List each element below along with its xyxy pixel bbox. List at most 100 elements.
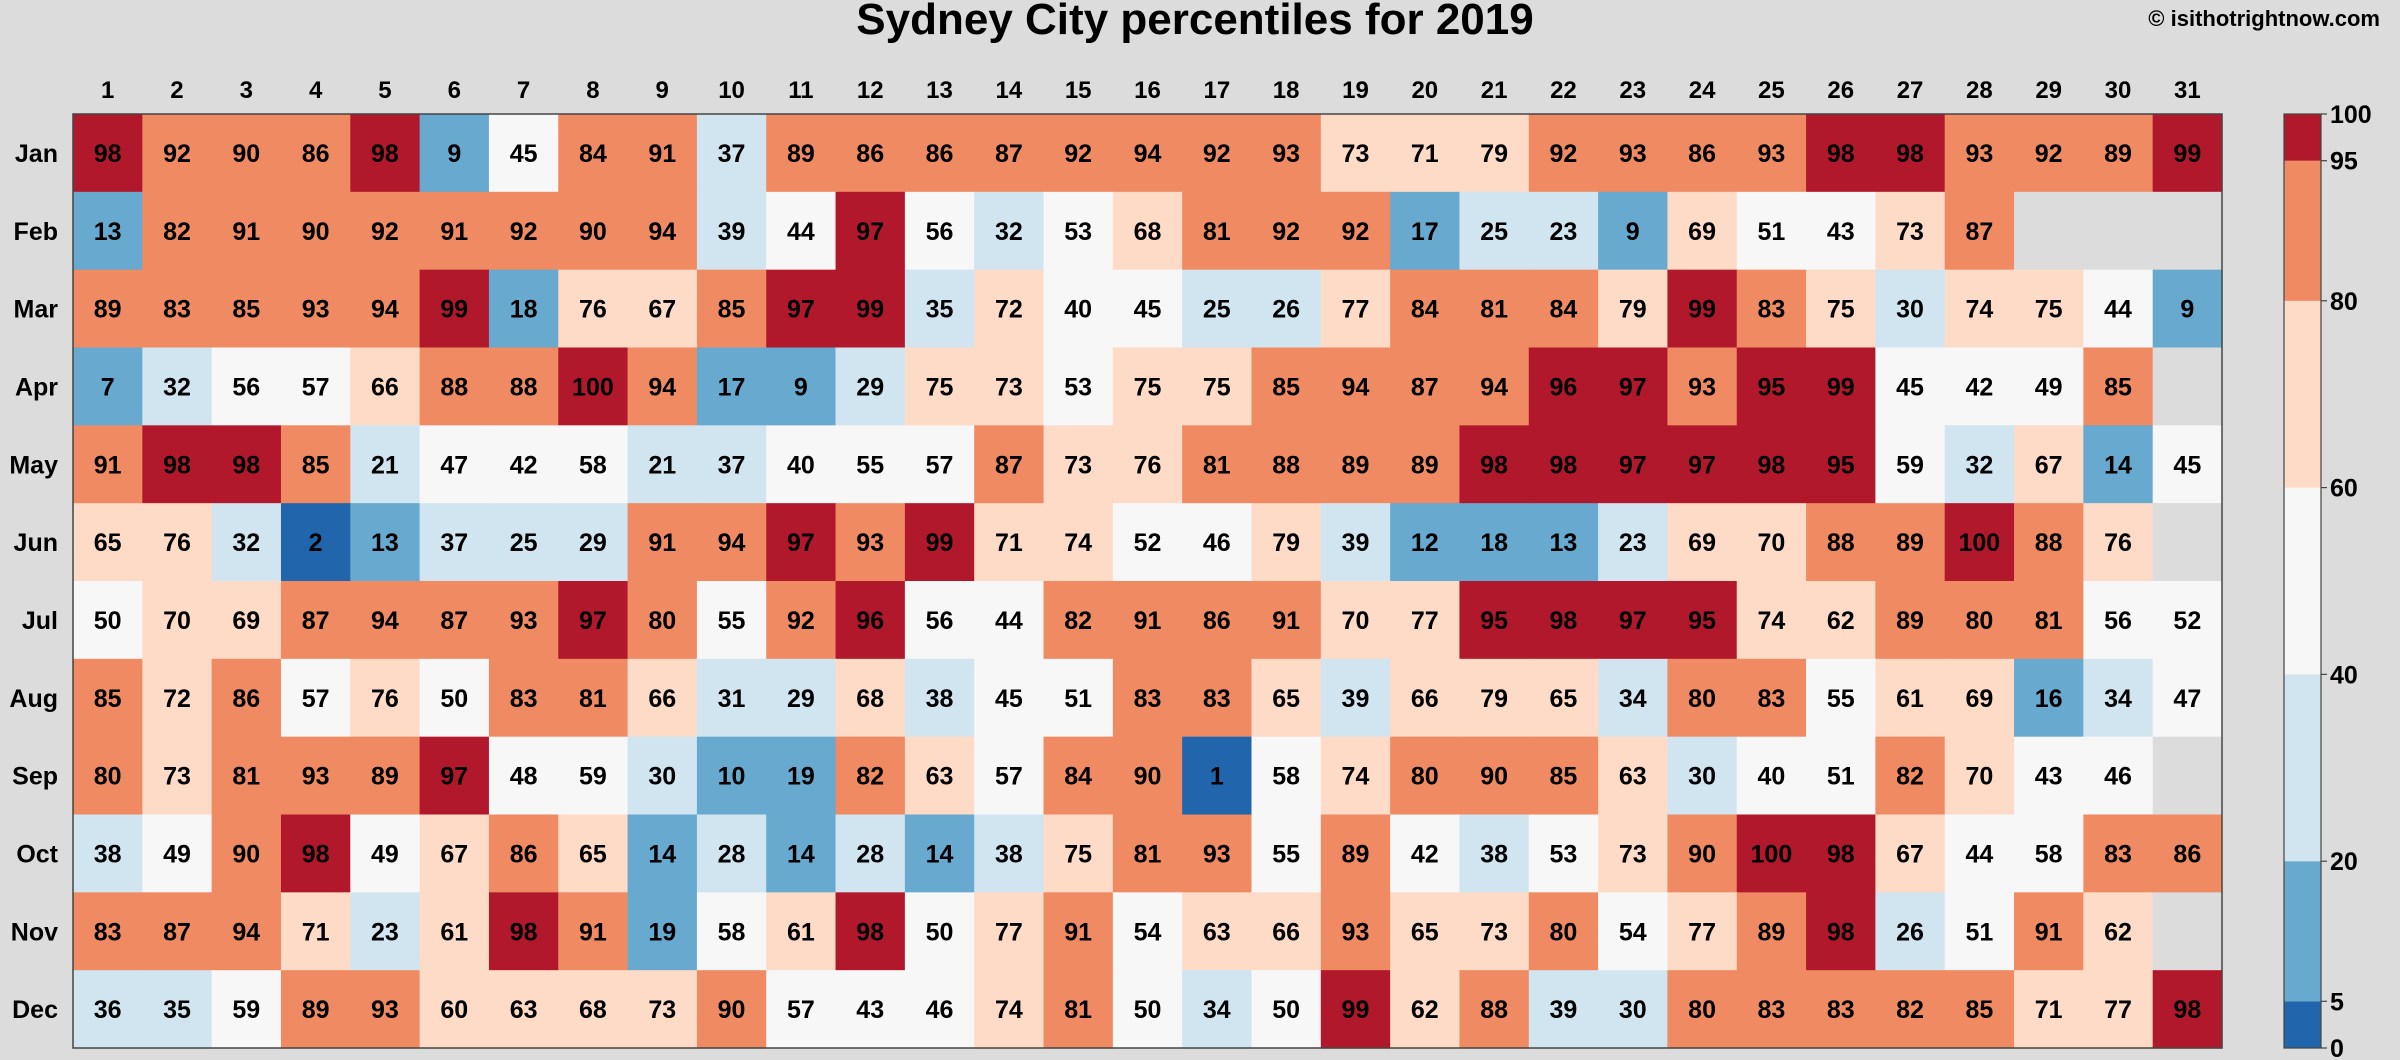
cell-value-label: 72 (163, 685, 191, 713)
cell-value-label: 40 (1064, 296, 1092, 324)
cell-value-label: 50 (94, 607, 122, 635)
heatmap-cell (1390, 736, 1461, 816)
heatmap-cell (1875, 503, 1946, 582)
heatmap-cell (2152, 736, 2223, 816)
cell-value-label: 83 (1134, 685, 1162, 713)
cell-value-label: 85 (232, 296, 260, 324)
cell-value-label: 61 (1896, 685, 1924, 713)
cell-value-label: 53 (1064, 373, 1092, 401)
cell-value-label: 60 (440, 996, 468, 1024)
cell-value-label: 93 (856, 529, 884, 557)
heatmap-cell (1390, 814, 1461, 893)
cell-value-label: 88 (2035, 529, 2063, 557)
cell-value-label: 54 (1619, 918, 1647, 946)
cell-value-label: 55 (1827, 685, 1855, 713)
heatmap-cell (2014, 736, 2084, 816)
heatmap-cell (488, 503, 559, 582)
heatmap-cell (1598, 347, 1669, 426)
heatmap-cell (350, 269, 421, 349)
heatmap-cell (73, 581, 143, 660)
heatmap-cell (2014, 892, 2084, 971)
column-label: 25 (1758, 77, 1785, 104)
row-label: Feb (14, 218, 58, 246)
cell-value-label: 52 (1134, 529, 1162, 557)
cell-value-label: 95 (1480, 607, 1508, 635)
cell-value-label: 58 (1272, 763, 1300, 791)
cell-value-label: 91 (648, 140, 676, 168)
heatmap-cell (1875, 191, 1946, 271)
cell-value-label: 49 (371, 840, 399, 868)
heatmap-cell (627, 814, 698, 893)
heatmap-cell (1182, 970, 1253, 1049)
heatmap-cell (1459, 425, 1530, 504)
heatmap-cell (419, 191, 490, 271)
cell-value-label: 14 (926, 840, 954, 868)
cell-value-label: 94 (648, 218, 676, 246)
cell-value-label: 98 (371, 140, 399, 168)
heatmap-cell (627, 269, 698, 349)
heatmap-cell (2014, 425, 2084, 504)
cell-value-label: 74 (1342, 763, 1370, 791)
heatmap-cell (73, 658, 143, 738)
cell-value-label: 95 (1688, 607, 1716, 635)
heatmap-cell (696, 970, 767, 1049)
row-label: Jan (15, 140, 58, 168)
heatmap-cell (1320, 425, 1391, 504)
cell-value-label: 97 (1619, 607, 1647, 635)
cell-value-label: 89 (371, 763, 399, 791)
cell-value-label: 96 (1550, 373, 1578, 401)
cell-value-label: 42 (1965, 373, 1993, 401)
cell-value-label: 53 (1550, 840, 1578, 868)
heatmap-cell (974, 970, 1045, 1049)
cell-value-label: 75 (2035, 296, 2063, 324)
heatmap-cell (1390, 425, 1461, 504)
cell-value-label: 98 (1480, 451, 1508, 479)
cell-value-label: 66 (1411, 685, 1439, 713)
cell-value-label: 65 (1272, 685, 1300, 713)
cell-value-label: 61 (440, 918, 468, 946)
heatmap-cell (142, 503, 213, 582)
heatmap-cell (280, 970, 351, 1049)
cell-value-label: 63 (926, 763, 954, 791)
heatmap-cell (1736, 269, 1807, 349)
heatmap-cell (1320, 347, 1391, 426)
cell-value-label: 65 (94, 529, 122, 557)
heatmap-cell (1043, 892, 1114, 971)
column-label: 3 (240, 77, 253, 104)
cell-value-label: 76 (163, 529, 191, 557)
heatmap-cell (1667, 269, 1738, 349)
cell-value-label: 17 (1411, 218, 1439, 246)
cell-value-label: 59 (579, 763, 607, 791)
cell-value-label: 97 (440, 763, 468, 791)
heatmap-cell (1390, 191, 1461, 271)
row-label: Mar (14, 296, 59, 324)
heatmap-cell (766, 970, 837, 1049)
colorbar-border (2283, 113, 2322, 1049)
cell-value-label: 50 (926, 918, 954, 946)
cell-value-label: 70 (1965, 763, 1993, 791)
cell-value-label: 90 (718, 996, 746, 1024)
heatmap-cell (835, 503, 906, 582)
column-label: 14 (996, 77, 1023, 104)
cell-value-label: 32 (995, 218, 1023, 246)
cell-value-label: 49 (2035, 373, 2063, 401)
cell-value-label: 39 (718, 218, 746, 246)
heatmap-cell (766, 581, 837, 660)
heatmap-cell (1598, 970, 1669, 1049)
heatmap-cell (2083, 114, 2154, 193)
cell-value-label: 97 (1619, 451, 1647, 479)
cell-value-label: 93 (510, 607, 538, 635)
column-label: 1 (101, 77, 114, 104)
heatmap-cell (1182, 425, 1253, 504)
cell-value-label: 68 (579, 996, 607, 1024)
cell-value-label: 69 (1688, 218, 1716, 246)
heatmap-cell (2014, 503, 2084, 582)
heatmap-cell (1806, 736, 1876, 816)
cell-value-label: 56 (2104, 607, 2132, 635)
cell-value-label: 66 (648, 685, 676, 713)
heatmap-cell (766, 191, 837, 271)
heatmap-cell (1736, 425, 1807, 504)
cell-value-label: 79 (1480, 685, 1508, 713)
cell-value-label: 80 (94, 763, 122, 791)
